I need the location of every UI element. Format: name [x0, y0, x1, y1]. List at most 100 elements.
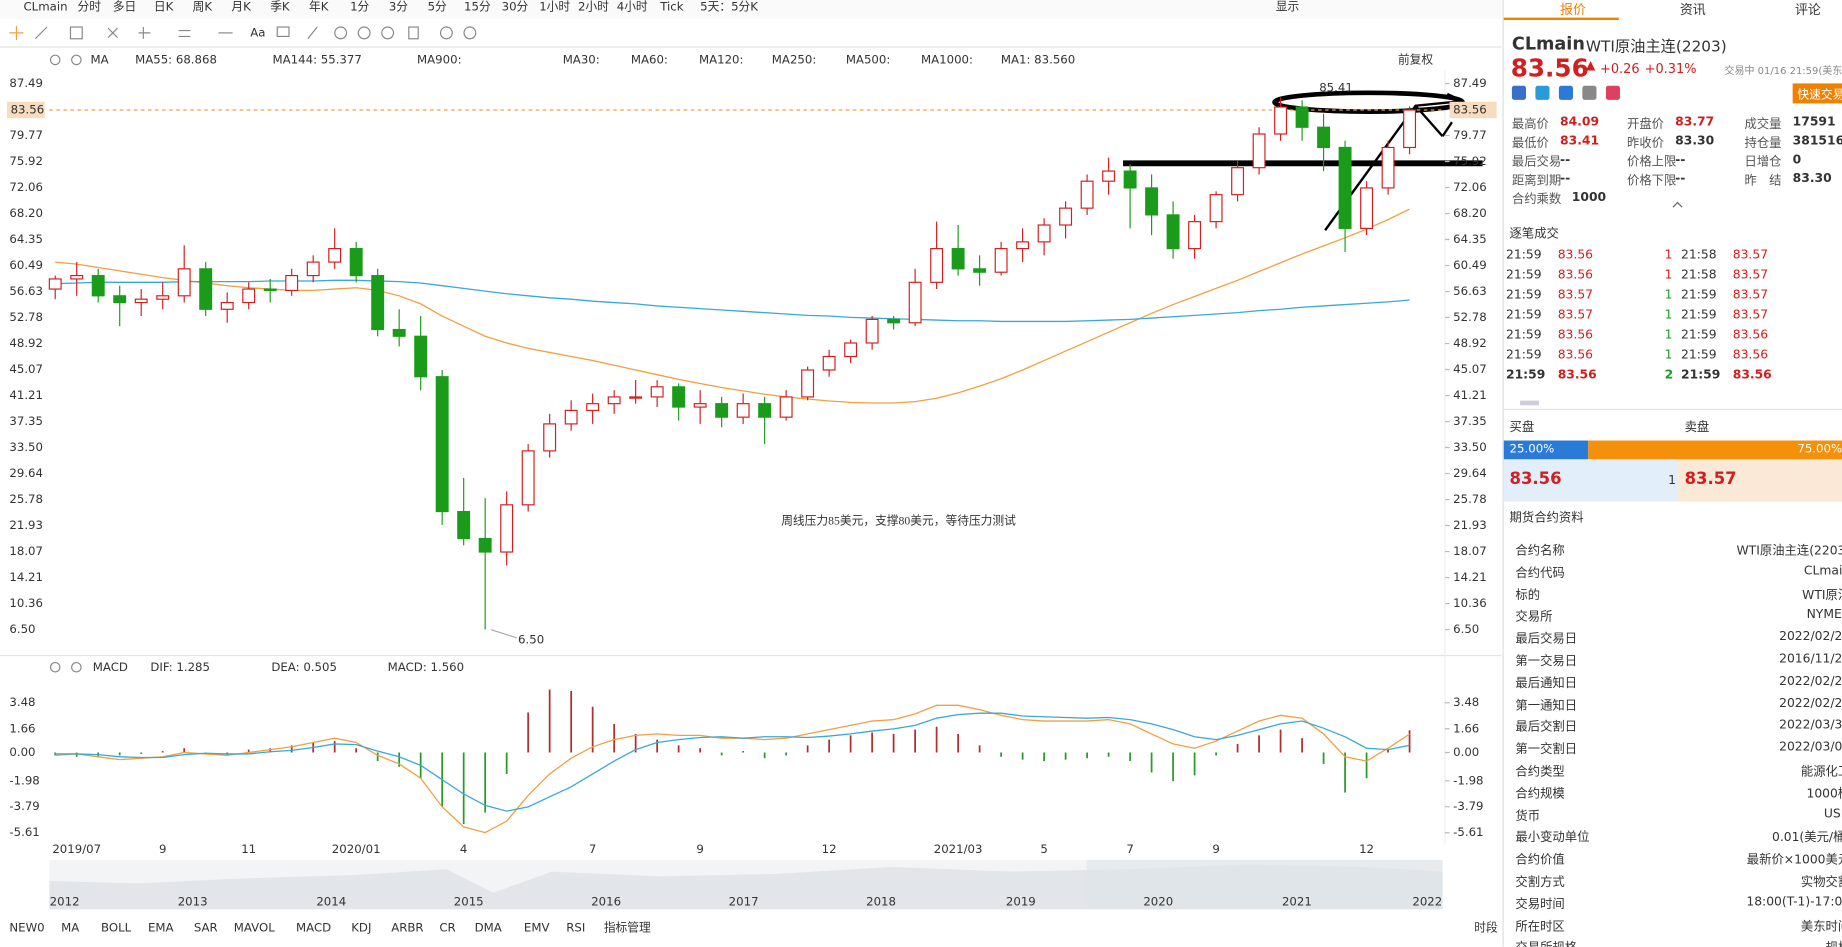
icon[interactable]: [1511, 85, 1526, 100]
legend-entry[interactable]: MA30:: [563, 52, 600, 66]
legend-entry[interactable]: DIF: 1.285: [150, 660, 210, 674]
trade-price: 83.57: [1557, 307, 1594, 322]
period-tab[interactable]: 15分: [464, 0, 491, 14]
annotation-leader: [490, 629, 518, 639]
period-tab[interactable]: 日K: [154, 0, 174, 14]
indicator-tab[interactable]: KDJ: [351, 921, 371, 935]
trade-qty: 1: [1664, 307, 1673, 322]
indicator-tab[interactable]: SAR: [194, 921, 218, 935]
period-tab[interactable]: 3分: [389, 0, 408, 14]
font-button[interactable]: Aa: [250, 25, 265, 39]
period-tab[interactable]: Tick: [659, 0, 684, 14]
icon[interactable]: [1535, 85, 1550, 100]
panel-tab[interactable]: 评论: [1795, 2, 1821, 18]
info-value: 2016/11/22: [1779, 651, 1842, 667]
icon[interactable]: [1605, 85, 1620, 100]
indicator-line: [55, 704, 1410, 834]
navigator-year: 2022: [1412, 895, 1442, 909]
toolbar-bg: [0, 0, 1502, 19]
period-tab[interactable]: 2小时: [578, 0, 609, 14]
period-tab[interactable]: 年K: [309, 0, 329, 14]
legend-entry[interactable]: MACD: 1.560: [388, 660, 464, 674]
indicator-tab[interactable]: RSI: [566, 921, 585, 935]
ask-pct: 75.00%: [1797, 442, 1842, 456]
indicator-tab[interactable]: 指标管理: [604, 921, 651, 935]
indicator-tab[interactable]: EMA: [148, 921, 174, 935]
indicator-name[interactable]: MA: [90, 52, 108, 66]
navigator-year: 2012: [50, 895, 80, 909]
legend-entry[interactable]: DEA: 0.505: [271, 660, 337, 674]
candle-body: [994, 248, 1008, 273]
info-value: WTI原油: [1802, 588, 1842, 603]
display-menu[interactable]: 显示: [1276, 0, 1300, 14]
icon[interactable]: [1558, 85, 1573, 100]
candle-body: [1037, 224, 1051, 243]
candle-body: [242, 288, 256, 304]
info-label: 最后通知日: [1515, 676, 1578, 691]
period-tab[interactable]: 周K: [193, 0, 213, 14]
legend-entry[interactable]: MA1: 83.560: [1001, 52, 1075, 66]
stat-label: 最低价: [1511, 136, 1549, 151]
legend-entry[interactable]: MA250:: [772, 52, 817, 66]
candle-body: [1016, 241, 1030, 250]
period-toggle[interactable]: 时段: [1474, 921, 1498, 935]
period-tab[interactable]: 30分: [502, 0, 529, 14]
indicator-tab[interactable]: DMA: [475, 921, 502, 935]
stat-value: --: [1675, 152, 1686, 167]
y-tick-label: 64.35: [1453, 232, 1487, 246]
info-label: 交易所: [1515, 610, 1553, 625]
y-tick-label: 14.21: [1453, 570, 1487, 584]
adjust-button[interactable]: 前复权: [1398, 52, 1433, 66]
period-tab[interactable]: 季K: [270, 0, 290, 14]
candle-body: [91, 274, 105, 297]
symbol[interactable]: CLmain: [23, 0, 67, 14]
chart-area: CLmain 分时 多日 日K 周K 月K 季K 年K 1分 3分 5分 15分 30分 1小时 2小时 4小…: [0, 0, 1502, 935]
period-tab[interactable]: 5分: [428, 0, 447, 14]
y-tick-label: 21.93: [1453, 518, 1487, 532]
period-tab[interactable]: 月K: [231, 0, 251, 14]
candle-body: [414, 335, 428, 378]
panel-tab[interactable]: 报价: [1560, 2, 1586, 18]
navigator-year: 2016: [591, 895, 621, 909]
y-tick-label: 10.36: [9, 596, 43, 610]
legend-entry[interactable]: MA120:: [699, 52, 744, 66]
candle-body: [328, 248, 342, 263]
indicator-tab[interactable]: CR: [439, 921, 455, 935]
legend-entry[interactable]: MA1000:: [921, 52, 973, 66]
indicator-tab[interactable]: MAVOL: [234, 921, 275, 935]
legend-entry[interactable]: MA900:: [417, 52, 462, 66]
indicator-name[interactable]: MACD: [93, 660, 128, 674]
candle-body: [930, 248, 944, 283]
period-tab[interactable]: 5天：5分K: [700, 0, 758, 14]
indicator-tab[interactable]: ARBR: [391, 921, 423, 935]
scroll-bar: [1520, 400, 1539, 406]
indicator-tab[interactable]: BOLL: [101, 921, 132, 935]
indicator-tab[interactable]: MACD: [296, 921, 331, 935]
y-tick-label: 0.00: [1453, 745, 1479, 759]
legend-entry[interactable]: MA55: 68.868: [135, 52, 217, 66]
period-tab[interactable]: 多日: [113, 0, 136, 14]
info-label: 合约类型: [1515, 764, 1565, 779]
period-tab[interactable]: 1分: [350, 0, 369, 14]
stat-value: 0: [1792, 152, 1802, 167]
legend-entry[interactable]: MA500:: [846, 52, 891, 66]
indicator-tab[interactable]: MA: [61, 921, 79, 935]
period-tab[interactable]: 分时: [78, 0, 102, 14]
last-price-tag: [1449, 101, 1497, 119]
info-label: 第一交割日: [1515, 742, 1578, 757]
y-tick-label: 1.66: [9, 721, 35, 735]
candle-body: [1102, 170, 1116, 182]
info-label: 第一通知日: [1515, 698, 1578, 713]
legend-entry[interactable]: MA144: 55.377: [273, 52, 362, 66]
period-tab[interactable]: 4小时: [617, 0, 648, 14]
candle-body: [672, 386, 686, 408]
icon[interactable]: [1582, 85, 1597, 100]
period-tab[interactable]: 1小时: [539, 0, 570, 14]
indicator-tab[interactable]: EMV: [524, 921, 550, 935]
quick-trade[interactable]: 快速交易: [1792, 83, 1842, 104]
y-tick-label: 52.78: [9, 310, 43, 324]
panel-tab[interactable]: 资讯: [1679, 2, 1706, 18]
indicator-tab[interactable]: NEW0: [9, 921, 44, 935]
legend-entry[interactable]: MA60:: [631, 52, 668, 66]
